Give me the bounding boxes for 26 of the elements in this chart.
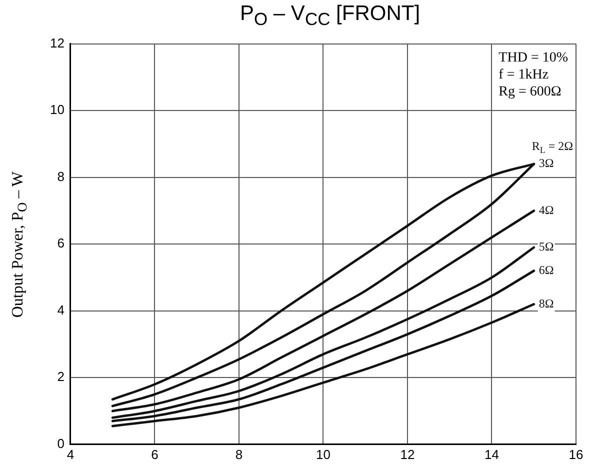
y-tick-label: 2: [57, 369, 64, 384]
series-label: 6Ω: [538, 262, 554, 277]
y-tick-label: 8: [57, 168, 64, 184]
y-tick-label: 12: [50, 35, 64, 50]
x-tick-label: 8: [235, 446, 243, 462]
x-tick-label: 6: [151, 446, 158, 462]
annotation: Rg = 600Ω: [498, 84, 562, 100]
y-tick-label: 4: [57, 302, 64, 318]
series-label: 3Ω: [538, 156, 554, 170]
line-series: [111, 210, 536, 412]
y-tick-label: 0: [57, 436, 64, 451]
series-label: 8Ω: [538, 296, 554, 310]
series-label: 5Ω: [538, 240, 554, 254]
y-tick-label: 10: [50, 102, 64, 118]
x-tick-label: 10: [316, 446, 330, 462]
x-tick-label: 16: [568, 446, 584, 462]
series-label: 4Ω: [538, 202, 554, 217]
annotation: THD = 10%: [498, 50, 568, 66]
line-series: [111, 246, 536, 419]
annotation: f = 1kHz: [498, 67, 549, 82]
x-tick-label: 4: [66, 446, 74, 462]
x-tick-label: 12: [400, 446, 415, 462]
line-series: [111, 302, 536, 428]
y-tick-label: 6: [57, 236, 64, 251]
x-tick-label: 14: [484, 446, 499, 462]
chart-title: P$_{O}$ – V$_{CC}$ [FRONT]: [238, 2, 422, 30]
